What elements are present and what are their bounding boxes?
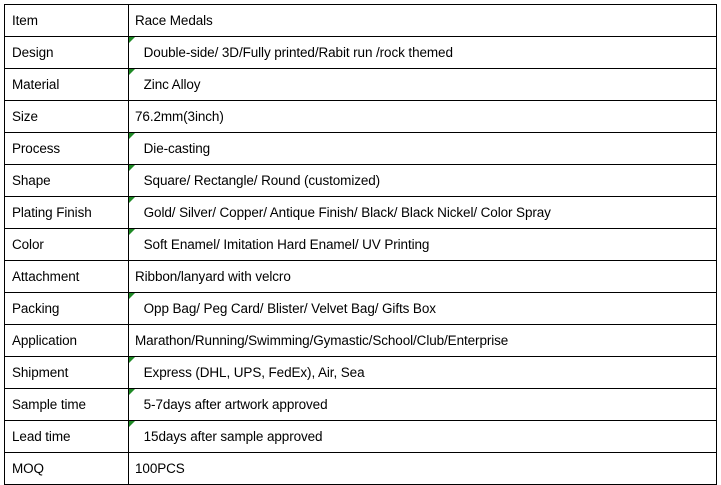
spec-label-cell: Process <box>4 132 129 165</box>
green-triangle-marker-icon <box>129 197 135 203</box>
green-triangle-marker-icon <box>129 165 135 171</box>
spec-value-cell: Zinc Alloy <box>128 68 717 101</box>
spec-label-cell: Application <box>4 324 129 357</box>
green-triangle-marker-icon <box>129 357 135 363</box>
spec-label-cell: Shipment <box>4 356 129 389</box>
green-triangle-marker-icon <box>129 389 135 395</box>
green-triangle-marker-icon <box>129 293 135 299</box>
spec-label-cell: Sample time <box>4 388 129 421</box>
table-row: Item Race Medals <box>4 4 717 37</box>
spec-value-text: Square/ Rectangle/ Round (customized) <box>140 173 381 188</box>
table-row: Color Soft Enamel/ Imitation Hard Enamel… <box>4 228 717 261</box>
spec-label-text: Size <box>12 109 38 124</box>
spec-value-cell: 5-7days after artwork approved <box>128 388 717 421</box>
spec-label-text: Sample time <box>12 397 86 412</box>
green-triangle-marker-icon <box>129 229 135 235</box>
spec-value-cell: Square/ Rectangle/ Round (customized) <box>128 164 717 197</box>
spec-label-text: Lead time <box>12 429 71 444</box>
spec-label-text: Item <box>12 13 38 28</box>
spec-value-text: Double-side/ 3D/Fully printed/Rabit run … <box>140 45 453 60</box>
spec-label-text: MOQ <box>12 461 44 476</box>
table-row: Shipment Express (DHL, UPS, FedEx), Air,… <box>4 356 717 389</box>
spec-value-cell: 100PCS <box>128 452 717 485</box>
table-row: Application Marathon/Running/Swimming/Gym… <box>4 324 717 357</box>
spec-value-cell: Express (DHL, UPS, FedEx), Air, Sea <box>128 356 717 389</box>
spec-label-text: Process <box>12 141 61 156</box>
spec-label-text: Attachment <box>12 269 80 284</box>
spec-value-cell: Ribbon/lanyard with velcro <box>128 260 717 293</box>
spec-value-cell: 76.2mm(3inch) <box>128 100 717 133</box>
table-row: Packing Opp Bag/ Peg Card/ Blister/ Velv… <box>4 292 717 325</box>
spec-value-text: Zinc Alloy <box>140 77 201 92</box>
table-row: Shape Square/ Rectangle/ Round (customiz… <box>4 164 717 197</box>
table-row: Plating Finish Gold/ Silver/ Copper/ Ant… <box>4 196 717 229</box>
green-triangle-marker-icon <box>129 69 135 75</box>
spec-value-text: Gold/ Silver/ Copper/ Antique Finish/ Bl… <box>140 205 551 220</box>
spec-value-text: Opp Bag/ Peg Card/ Blister/ Velvet Bag/ … <box>140 301 436 316</box>
spec-value-cell: Marathon/Running/Swimming/Gymastic/Schoo… <box>128 324 717 357</box>
table-row: Process Die-casting <box>4 132 717 165</box>
spec-value-cell: Soft Enamel/ Imitation Hard Enamel/ UV P… <box>128 228 717 261</box>
spec-value-cell: Opp Bag/ Peg Card/ Blister/ Velvet Bag/ … <box>128 292 717 325</box>
spec-label-cell: Packing <box>4 292 129 325</box>
spec-value-text: Express (DHL, UPS, FedEx), Air, Sea <box>140 365 365 380</box>
table-row: Material Zinc Alloy <box>4 68 717 101</box>
spec-label-cell: Plating Finish <box>4 196 129 229</box>
spec-value-text: 15days after sample approved <box>140 429 323 444</box>
table-row: MOQ 100PCS <box>4 452 717 485</box>
spec-value-text: 100PCS <box>135 461 185 476</box>
spec-label-cell: Shape <box>4 164 129 197</box>
spec-label-cell: Lead time <box>4 420 129 453</box>
spec-value-cell: Double-side/ 3D/Fully printed/Rabit run … <box>128 36 717 69</box>
spec-label-cell: Attachment <box>4 260 129 293</box>
spec-value-cell: 15days after sample approved <box>128 420 717 453</box>
table-row: Sample time 5-7days after artwork approv… <box>4 388 717 421</box>
table-row: Lead time 15days after sample approved <box>4 420 717 453</box>
spec-value-cell: Gold/ Silver/ Copper/ Antique Finish/ Bl… <box>128 196 717 229</box>
spec-label-text: Material <box>12 77 60 92</box>
spec-label-text: Plating Finish <box>12 205 92 220</box>
spec-value-cell: Race Medals <box>128 4 717 37</box>
spec-value-text: Die-casting <box>140 141 211 156</box>
spec-label-text: Design <box>12 45 54 60</box>
spec-label-text: Shipment <box>12 365 69 380</box>
spec-label-cell: MOQ <box>4 452 129 485</box>
spec-value-cell: Die-casting <box>128 132 717 165</box>
spec-value-text: Ribbon/lanyard with velcro <box>135 269 291 284</box>
spec-label-cell: Item <box>4 4 129 37</box>
product-spec-table: Item Race Medals Design Double-side/ 3D/Fu… <box>4 4 717 485</box>
spec-value-text: Marathon/Running/Swimming/Gymastic/Schoo… <box>135 333 509 348</box>
spec-label-cell: Size <box>4 100 129 133</box>
spec-table-container: Item Race Medals Design Double-side/ 3D/Fu… <box>4 4 717 485</box>
spec-label-text: Shape <box>12 173 51 188</box>
spec-label-text: Packing <box>12 301 60 316</box>
spec-label-cell: Color <box>4 228 129 261</box>
spec-label-cell: Design <box>4 36 129 69</box>
spec-value-text: Soft Enamel/ Imitation Hard Enamel/ UV P… <box>140 237 430 252</box>
green-triangle-marker-icon <box>129 37 135 43</box>
spec-value-text: 5-7days after artwork approved <box>140 397 328 412</box>
spec-label-text: Application <box>12 333 77 348</box>
green-triangle-marker-icon <box>129 421 135 427</box>
spec-label-text: Color <box>12 237 44 252</box>
green-triangle-marker-icon <box>129 133 135 139</box>
spec-value-text: Race Medals <box>135 13 213 28</box>
spec-label-cell: Material <box>4 68 129 101</box>
table-row: Size 76.2mm(3inch) <box>4 100 717 133</box>
table-row: Design Double-side/ 3D/Fully printed/Rab… <box>4 36 717 69</box>
spec-value-text: 76.2mm(3inch) <box>135 109 224 124</box>
table-row: Attachment Ribbon/lanyard with velcro <box>4 260 717 293</box>
